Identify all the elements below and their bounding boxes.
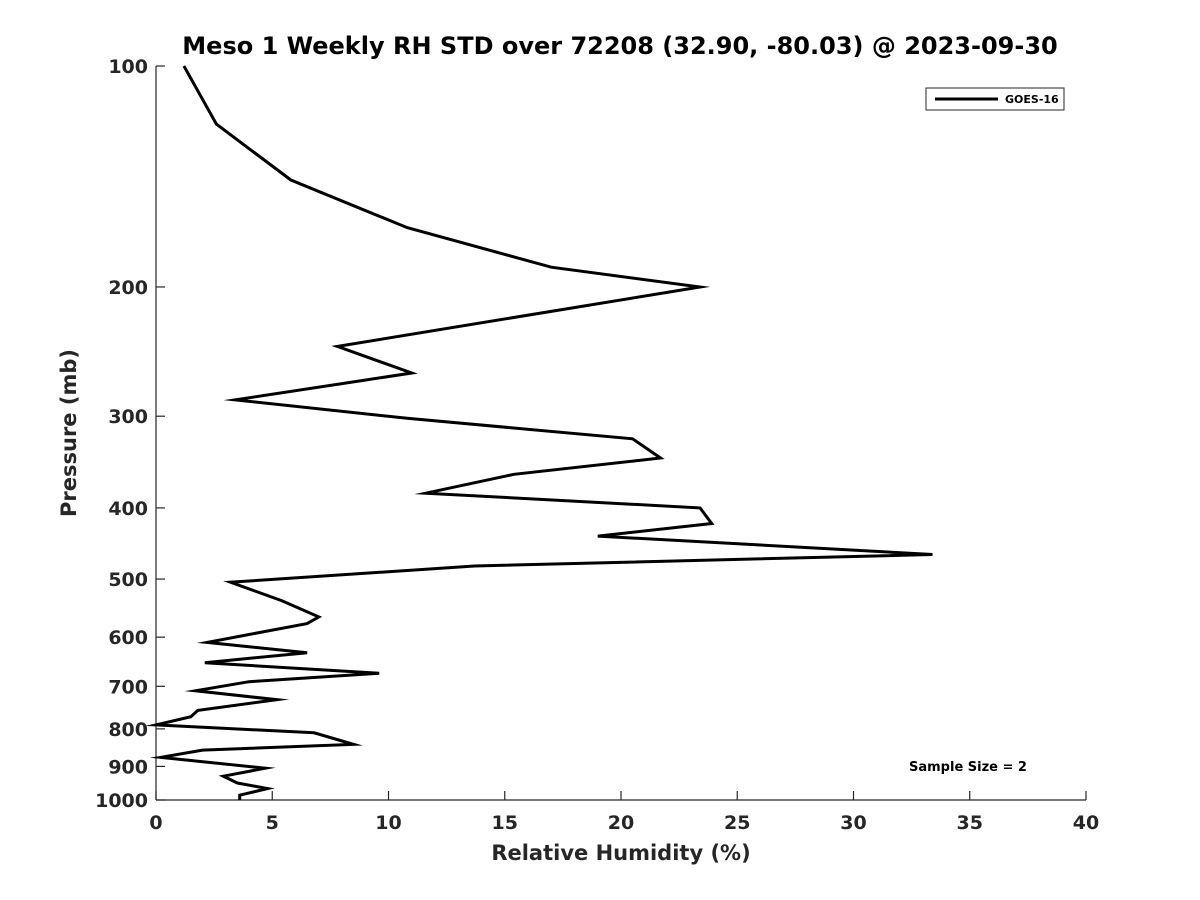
plot-axes bbox=[155, 66, 1086, 801]
legend: GOES-16 bbox=[925, 87, 1065, 111]
x-axis-label: Relative Humidity (%) bbox=[491, 841, 750, 865]
x-tick-label: 25 bbox=[724, 812, 750, 834]
chart-title: Meso 1 Weekly RH STD over 72208 (32.90, … bbox=[182, 32, 1057, 60]
x-tick-label: 20 bbox=[608, 812, 634, 834]
y-tick-label: 100 bbox=[108, 56, 148, 78]
y-tick-label: 300 bbox=[108, 406, 148, 428]
y-tick-label: 200 bbox=[108, 277, 148, 299]
y-tick-label: 1000 bbox=[95, 790, 148, 812]
series-group bbox=[145, 65, 933, 800]
legend-entry-goes-16: GOES-16 bbox=[1005, 93, 1059, 106]
x-tick-label: 15 bbox=[492, 812, 518, 834]
y-tick-label: 800 bbox=[108, 719, 148, 741]
y-axis-label: Pressure (mb) bbox=[57, 349, 81, 517]
y-tick-label: 700 bbox=[108, 676, 148, 698]
y-tick-label: 600 bbox=[108, 627, 148, 649]
y-tick-label: 900 bbox=[108, 756, 148, 778]
x-ticks: 0 5 10 15 20 25 30 35 40 bbox=[149, 791, 1099, 834]
series-line-goes-16 bbox=[145, 65, 933, 800]
y-ticks: 100 200 300 400 500 600 700 800 900 1000 bbox=[95, 56, 165, 812]
x-tick-label: 30 bbox=[840, 812, 866, 834]
y-tick-label: 400 bbox=[108, 498, 148, 520]
x-tick-label: 5 bbox=[266, 812, 279, 834]
x-tick-label: 35 bbox=[957, 812, 983, 834]
sample-size-annotation: Sample Size = 2 bbox=[909, 760, 1027, 775]
x-tick-label: 10 bbox=[375, 812, 401, 834]
x-tick-label: 0 bbox=[149, 812, 162, 834]
x-tick-label: 40 bbox=[1073, 812, 1099, 834]
y-tick-label: 500 bbox=[108, 569, 148, 591]
